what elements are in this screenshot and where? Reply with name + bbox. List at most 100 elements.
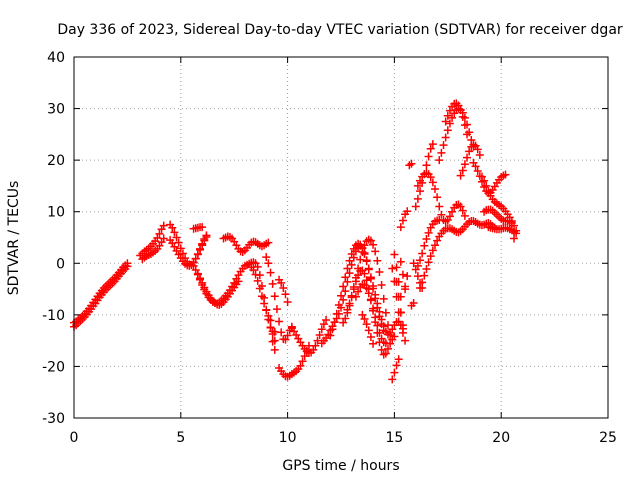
y-tick-label: -10	[42, 308, 65, 324]
data-point	[422, 161, 431, 170]
data-point	[262, 253, 271, 262]
data-track	[351, 280, 390, 348]
data-point	[337, 291, 345, 300]
data-point	[413, 261, 422, 270]
data-point	[373, 303, 382, 312]
data-point	[260, 299, 269, 308]
data-point	[465, 147, 474, 156]
x-tick-label: 10	[279, 430, 297, 446]
data-point	[371, 313, 380, 322]
data-point	[360, 314, 369, 323]
data-point	[366, 333, 375, 342]
data-track	[339, 266, 388, 359]
data-point	[445, 119, 454, 128]
data-point	[458, 206, 467, 215]
data-point	[448, 207, 457, 216]
data-point	[426, 144, 435, 153]
data-point	[373, 321, 382, 330]
y-tick-label: -20	[42, 359, 65, 375]
data-point	[264, 311, 273, 320]
data-point	[362, 320, 371, 329]
data-point	[475, 150, 484, 159]
data-point	[272, 305, 281, 314]
data-track	[413, 215, 444, 270]
data-point	[339, 282, 348, 291]
data-point	[398, 321, 407, 330]
y-tick-label: 20	[47, 153, 65, 169]
data-track	[456, 140, 484, 180]
data-point	[351, 273, 360, 282]
data-point	[396, 257, 405, 266]
data-point	[460, 121, 469, 130]
data-point	[401, 336, 410, 345]
data-point	[480, 176, 489, 185]
data-point	[279, 284, 288, 293]
data-point	[398, 270, 407, 279]
data-point	[456, 106, 465, 115]
x-tick-label: 25	[599, 430, 617, 446]
data-point	[339, 295, 348, 304]
data-point	[422, 264, 431, 273]
y-tick-label: 0	[56, 256, 65, 272]
data-point	[198, 223, 207, 232]
data-point	[341, 273, 350, 282]
data-point	[428, 246, 437, 255]
data-point	[159, 234, 168, 243]
axis-ticks: 0 5 10 15 20 25 -30 -20 -10 0 10 20 30 40	[42, 50, 617, 446]
data-track	[396, 257, 410, 294]
data-track	[416, 216, 499, 293]
data-point	[296, 361, 305, 370]
data-point	[467, 136, 476, 145]
data-point	[473, 166, 482, 175]
data-point	[377, 345, 386, 354]
data-point	[341, 287, 350, 296]
data-point	[202, 232, 211, 241]
data-point	[351, 292, 360, 301]
data-point	[234, 277, 243, 286]
data-track	[388, 355, 403, 384]
data-point	[416, 187, 425, 196]
data-point	[198, 241, 207, 250]
data-point	[347, 250, 356, 259]
data-point	[364, 326, 373, 335]
data-track	[396, 207, 412, 232]
data-point	[375, 268, 384, 277]
x-tick-label: 20	[492, 430, 510, 446]
x-tick-label: 0	[70, 430, 79, 446]
data-point	[392, 263, 401, 272]
data-point	[362, 284, 371, 293]
data-point	[416, 284, 425, 293]
data-point	[373, 256, 382, 265]
data-point	[270, 345, 279, 354]
data-point	[430, 241, 439, 250]
data-point	[277, 278, 286, 287]
data-points	[70, 99, 521, 384]
data-point	[512, 226, 521, 235]
data-point	[257, 292, 266, 301]
data-point	[375, 328, 384, 337]
data-point	[360, 269, 369, 278]
data-point	[366, 296, 375, 305]
data-point	[268, 279, 277, 288]
data-track	[268, 337, 279, 354]
data-point	[191, 254, 200, 263]
data-point	[369, 339, 378, 348]
data-point	[403, 272, 412, 281]
data-point	[360, 241, 369, 250]
y-axis-label: SDTVAR / TECUs	[6, 181, 22, 296]
data-point	[330, 318, 339, 327]
data-point	[300, 352, 309, 361]
data-point	[283, 297, 292, 306]
data-point	[396, 308, 405, 317]
data-point	[430, 185, 439, 194]
data-point	[409, 259, 418, 268]
data-point	[326, 331, 335, 340]
data-point	[379, 294, 388, 303]
data-point	[253, 276, 262, 285]
data-point	[390, 250, 399, 259]
data-point	[416, 176, 425, 185]
data-point	[356, 255, 365, 264]
data-point	[196, 245, 205, 254]
data-point	[424, 152, 433, 161]
data-track	[401, 272, 412, 291]
